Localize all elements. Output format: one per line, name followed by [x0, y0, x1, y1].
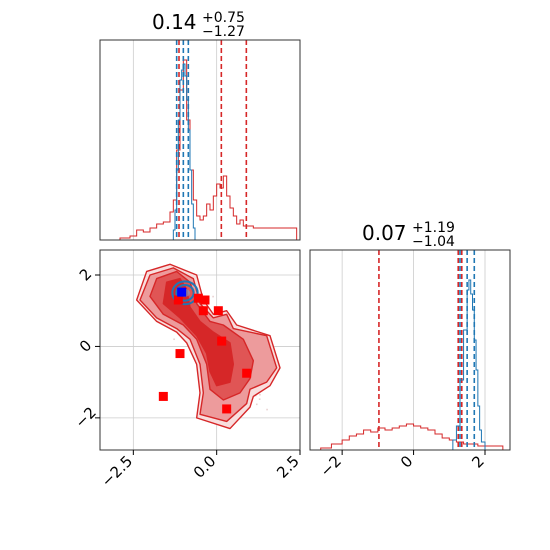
bl-sample-dot	[266, 408, 268, 411]
panel-bottom-right-grid	[341, 250, 486, 450]
panel-top-left-title-sup: +0.75	[202, 10, 245, 26]
bl-xtick-label-0: −2.5	[98, 452, 136, 490]
bl-xtick-label-2: 2.5	[273, 452, 303, 482]
bl-red-point-3	[198, 306, 208, 316]
bl-blue-point	[177, 287, 187, 297]
panel-bottom-left-frame	[99, 249, 301, 451]
bl-xtick-label-1: 0.0	[190, 452, 220, 482]
bl-ytick-label-0: −2	[71, 403, 99, 431]
panel-bottom-right: 0.07 +1.19 −1.04 −2 0 2	[309, 220, 511, 480]
panel-bottom-right-title-main: 0.07	[362, 221, 407, 245]
br-hist-0	[310, 423, 504, 450]
bl-sample-dot	[259, 393, 261, 396]
panel-top-left: 0.14 +0.75 −1.27	[99, 10, 301, 241]
br-xtick-label-2: 2	[468, 452, 487, 471]
panel-bottom-right-xticks: −2 0 2	[317, 450, 488, 480]
panel-bottom-left-yticks: −2 0 2	[71, 265, 100, 432]
bl-red-point-4	[213, 306, 223, 316]
panel-top-left-grid	[132, 40, 218, 240]
bl-contour-level-3	[162, 277, 235, 387]
panel-top-left-plot	[100, 40, 298, 240]
panel-bottom-right-plot	[310, 250, 504, 450]
panel-bottom-right-background	[310, 250, 510, 450]
bl-red-point-0	[193, 293, 203, 303]
bl-red-point-1	[200, 295, 210, 305]
panel-bottom-right-frame	[309, 249, 511, 451]
br-xtick-label-0: −2	[317, 452, 345, 480]
bl-ytick-label-1: 0	[76, 336, 95, 355]
bl-red-point-9	[222, 404, 232, 414]
bl-sample-dot	[173, 338, 175, 341]
bl-red-point-8	[158, 391, 168, 401]
bl-sample-dot	[255, 403, 258, 406]
bl-red-point-6	[175, 349, 185, 359]
tl-hist-0	[100, 59, 298, 240]
bl-red-point-2	[173, 295, 183, 305]
panel-bottom-left-xticks: −2.5 0.0 2.5	[98, 450, 303, 491]
br-hist-1	[449, 279, 486, 450]
panel-top-left-title-main: 0.14	[152, 10, 197, 34]
bl-blue-contour-0	[175, 284, 195, 302]
panel-bottom-right-title-sup: +1.19	[412, 220, 455, 236]
bl-red-point-5	[217, 336, 227, 346]
panel-bottom-left: −2.5 0.0 2.5 −2 0 2	[71, 249, 303, 491]
panel-top-left-title-sub: −1.27	[202, 24, 245, 40]
br-xtick-label-1: 0	[397, 452, 416, 471]
bl-red-point-7	[242, 368, 252, 378]
panel-top-left-frame	[99, 39, 301, 241]
bl-ytick-label-2: 2	[76, 265, 95, 284]
bl-sample-dot	[258, 398, 261, 400]
panel-bottom-right-title-sub: −1.04	[412, 234, 455, 250]
bl-sample-dot	[212, 295, 214, 298]
panel-bottom-left-plot	[135, 263, 281, 430]
bl-blue-contour-1	[171, 280, 199, 306]
panel-top-left-background	[100, 40, 300, 240]
